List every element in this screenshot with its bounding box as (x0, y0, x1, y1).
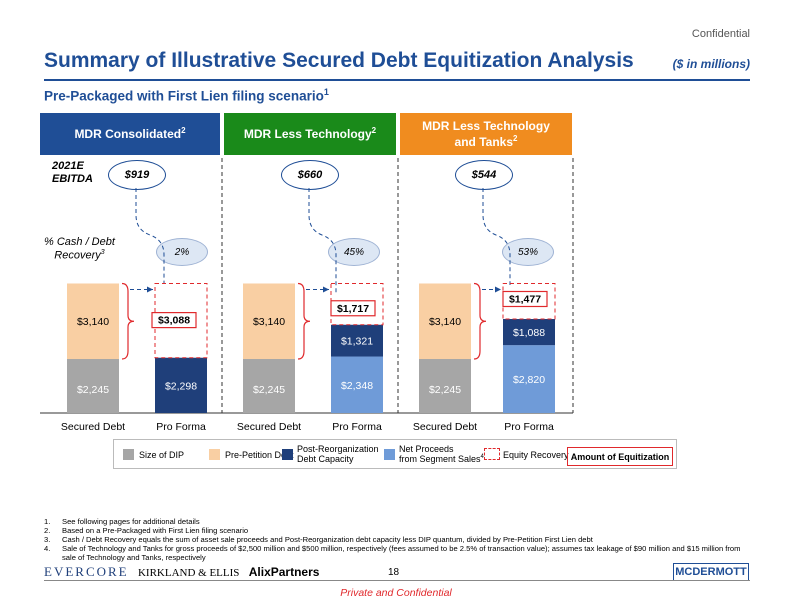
recovery-oval-less-technology: 45% (328, 238, 380, 266)
alixpartners-logo: AlixPartners (248, 565, 320, 579)
legend-swatch-equity (484, 448, 500, 460)
x-tick-label: Pro Forma (332, 421, 382, 433)
connector-line (482, 188, 511, 285)
footnote: 1. See following pages for additional det… (44, 517, 200, 526)
bar-size-of-dip (243, 359, 295, 413)
x-tick-label: Secured Debt (61, 421, 125, 433)
x-tick-label: Secured Debt (413, 421, 477, 433)
bar-value-label: $3,140 (253, 316, 285, 328)
legend-swatch-netproceeds (384, 449, 395, 460)
private-confidential: Private and Confidential (340, 587, 452, 599)
footnotes: 1. See following pages for additional det… (44, 517, 744, 563)
bar-pre-petition-debt (419, 283, 471, 360)
page-title: Summary of Illustrative Secured Debt Equ… (44, 49, 634, 72)
bar-value-label: $1,477 (509, 293, 541, 305)
title-divider (44, 79, 750, 81)
bar-size-of-dip (67, 359, 119, 413)
legend-swatch-dip (123, 449, 134, 460)
recovery-oval-consolidated: 2% (156, 238, 208, 266)
scenario-header-consolidated: MDR Consolidated2 (40, 113, 220, 155)
brace-icon (297, 282, 311, 360)
legend-label-netproceeds: Net Proceeds from Segment Sales4 (399, 444, 484, 465)
connector-line (135, 188, 165, 283)
units-label: ($ in millions) (672, 57, 750, 71)
amount-of-equitization-key: Amount of Equitization (567, 447, 673, 466)
footer-divider (44, 580, 750, 581)
legend-label-dip: Size of DIP (139, 450, 185, 460)
legend-label-postreorg: Post-Reorganization Debt Capacity (297, 444, 379, 465)
chart-legend: Size of DIP Pre-Petition Debt Post-Reorg… (113, 439, 677, 469)
bar-pre-petition-debt (67, 283, 119, 360)
ebitda-oval-consolidated: $919 (108, 160, 166, 190)
scenario-subtitle: Pre-Packaged with First Lien filing scen… (44, 87, 329, 104)
bar-value-label: $2,820 (513, 374, 545, 386)
legend-label-equity: Equity Recovery (503, 450, 569, 460)
bar-value-label: $3,140 (77, 316, 109, 328)
arrow-head-icon (495, 286, 501, 293)
legend-swatch-postreorg (282, 449, 293, 460)
bar-pre-petition-debt (243, 283, 295, 360)
bar-value-label: $2,245 (429, 384, 461, 396)
recovery-oval-less-tech-tanks: 53% (502, 238, 554, 266)
footnote: 4. Sale of Technology and Tanks for gross… (44, 544, 741, 563)
equitization-chart: $2,245 $2,245 $2,245 $3,140 $3,140 $3,140 $2,2… (40, 158, 574, 433)
bar-value-label: $3,140 (429, 316, 461, 328)
bar-value-label: $2,245 (77, 384, 109, 396)
footnote: 3. Cash / Debt Recovery equals the sum of… (44, 535, 593, 545)
bar-size-of-dip (419, 359, 471, 413)
equity-label-box (330, 300, 376, 317)
bar-equity-recovery (330, 282, 384, 326)
scenario-header-less-tech-tanks: MDR Less Technology and Tanks2 (400, 113, 572, 155)
equity-label-box (151, 311, 197, 329)
bar-post-reorganization-debt-capacity (331, 324, 383, 357)
bar-value-label: $2,245 (253, 384, 285, 396)
footer-logos: EVERCORE KIRKLAND & ELLIS AlixPartners (44, 564, 319, 580)
bar-value-label: $2,348 (341, 380, 373, 392)
ebitda-oval-less-technology: $660 (281, 160, 339, 190)
equity-label-box (502, 290, 548, 308)
bar-value-label: $1,321 (341, 336, 373, 348)
bar-value-label: $3,088 (158, 315, 190, 327)
ebitda-row-label: 2021E EBITDA (52, 160, 93, 185)
brace-icon (121, 282, 135, 360)
ebitda-oval-less-tech-tanks: $544 (455, 160, 513, 190)
connector-line (308, 188, 337, 295)
arrow-head-icon (323, 286, 329, 293)
bar-net-proceeds-from-segment-sales (331, 356, 383, 413)
bar-post-reorganization-debt-capacity (155, 357, 207, 413)
evercore-logo: EVERCORE (44, 564, 129, 579)
footnote: 2. Based on a Pre-Packaged with First Lie… (44, 526, 249, 536)
brace-icon (473, 282, 487, 360)
bar-value-label: $1,717 (337, 303, 369, 315)
mcdermott-logo: MCDERMOTT (673, 563, 749, 581)
legend-swatch-prepetition (209, 449, 220, 460)
recovery-row-label: % Cash / Debt Recovery3 (44, 236, 115, 262)
x-tick-label: Secured Debt (237, 421, 301, 433)
confidential-label: Confidential (691, 28, 750, 40)
bar-value-label: $1,088 (513, 327, 545, 339)
bar-value-label: $2,298 (165, 380, 197, 392)
legend-label-prepetition: Pre-Petition Debt (225, 450, 294, 460)
page-number: 18 (388, 567, 400, 578)
bar-net-proceeds-from-segment-sales (503, 345, 555, 413)
bar-post-reorganization-debt-capacity (503, 319, 555, 346)
x-tick-label: Pro Forma (504, 421, 554, 433)
kirkland-logo: KIRKLAND & ELLIS (137, 567, 240, 579)
x-tick-label: Pro Forma (156, 421, 206, 433)
arrow-head-icon (147, 286, 153, 293)
scenario-header-less-technology: MDR Less Technology2 (224, 113, 396, 155)
